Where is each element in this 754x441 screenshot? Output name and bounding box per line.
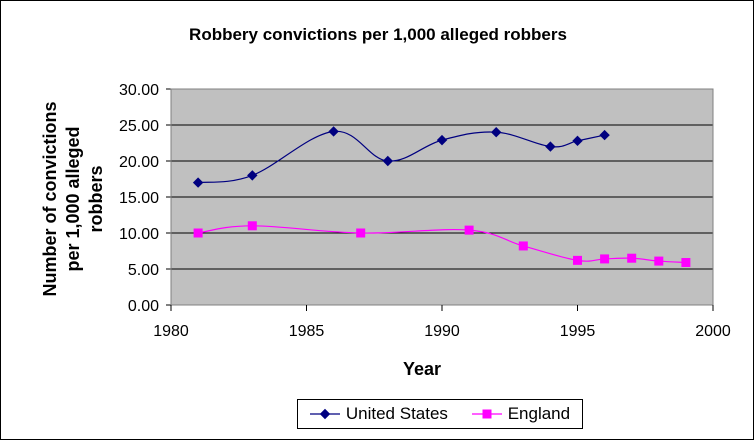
data-point [436,134,448,146]
legend-marker [482,409,492,419]
y-axis-title-line: per 1,000 alleged [63,126,83,271]
y-axis-title-line: Number of convictions [40,101,60,296]
x-tick-label: 1980 [153,323,189,340]
data-point [627,253,637,263]
series-united-states [192,126,610,188]
data-point [247,170,258,181]
data-point [572,135,583,147]
data-point [518,241,528,251]
x-axis-title: Year [403,359,441,379]
data-point [654,256,664,266]
data-point [356,228,366,238]
legend-swatch-us [309,408,340,420]
data-point [681,258,691,268]
series [192,126,691,268]
series-line [198,225,686,264]
chart-title: Robbery convictions per 1,000 alleged ro… [189,25,567,44]
y-tick-label: 0.00 [128,298,159,315]
data-point [192,177,204,188]
x-tick-label: 2000 [695,323,731,340]
x-tick-labels: 1980 1985 1990 1995 2000 [153,323,731,340]
data-point [247,221,257,231]
legend-item-england: England [471,404,571,424]
data-point [382,155,394,167]
legend-swatch-england [471,409,502,419]
y-tick-label: 30.00 [119,82,159,99]
y-axis-title-line: robbers [86,165,106,232]
data-point [573,255,582,265]
series-england [193,221,691,268]
data-point [490,126,502,138]
y-tick-label: 20.00 [119,154,159,171]
legend-label-england: England [507,404,571,423]
data-point [328,126,339,137]
legend-label-us: United States [345,404,448,423]
data-point [599,129,610,141]
data-point [464,225,474,235]
legend: United States England [297,399,583,429]
y-tick-label: 10.00 [119,226,159,243]
legend-marker [319,408,331,420]
data-point [600,254,610,264]
x-tick-label: 1990 [424,323,460,340]
x-tick-label: 1985 [289,323,325,340]
y-tick-label: 5.00 [128,262,159,279]
data-point [193,228,203,238]
axes [166,88,714,311]
data-point [545,141,556,152]
x-tick-label: 1995 [560,323,596,340]
y-tick-label: 15.00 [119,190,159,207]
legend-item-us: United States [309,404,448,424]
y-tick-label: 25.00 [119,118,159,135]
y-tick-labels: 0.00 5.00 10.00 15.00 20.00 25.00 30.00 [119,82,159,315]
